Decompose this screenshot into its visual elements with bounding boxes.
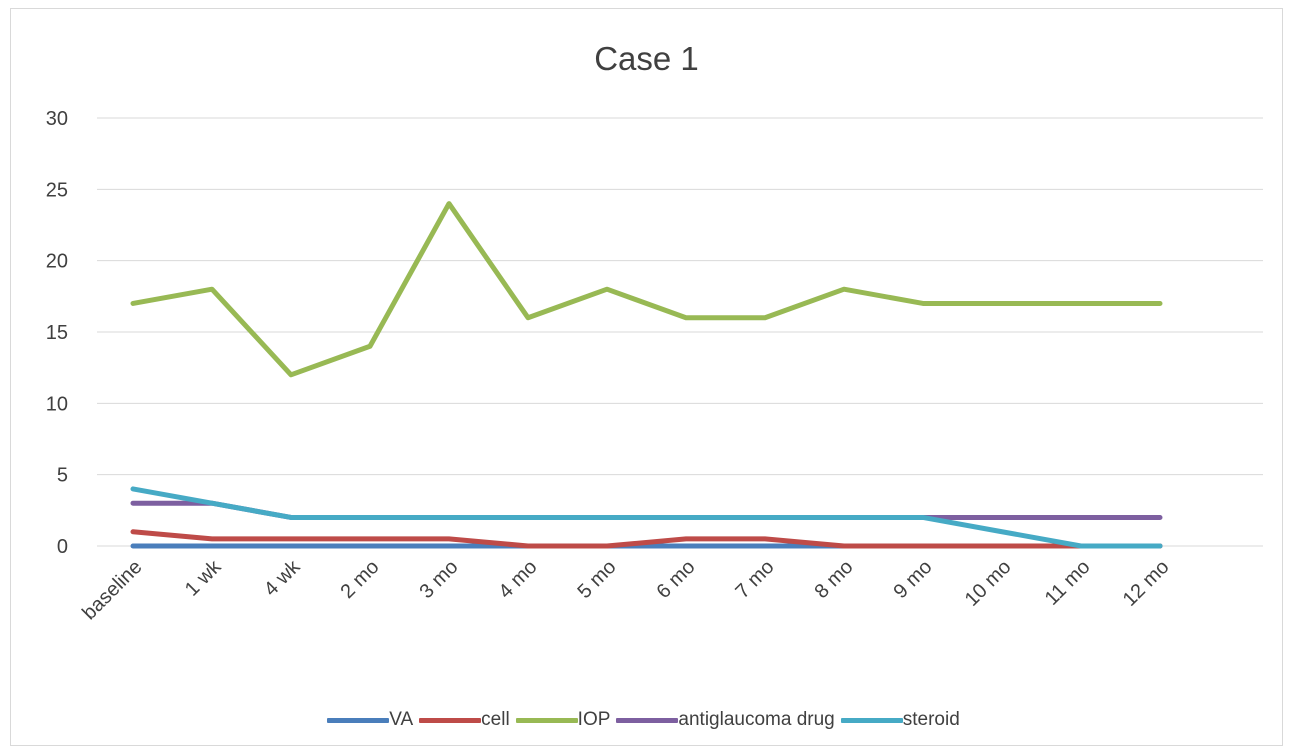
legend-item: antiglaucoma drug <box>616 709 835 731</box>
series-line-cell <box>130 529 1163 549</box>
x-tick-label: 11 mo <box>1041 556 1095 610</box>
x-tick-label: 5 mo <box>574 556 621 603</box>
legend-label: VA <box>389 709 414 730</box>
legend-swatch <box>327 717 390 723</box>
x-tick-label: 6 mo <box>653 556 700 603</box>
x-tick-label: 10 mo <box>961 556 1016 611</box>
x-tick-label: 12 mo <box>1119 556 1174 611</box>
y-tick-label: 10 <box>46 393 68 415</box>
legend-label: antiglaucoma drug <box>678 709 835 730</box>
y-tick-label: 25 <box>46 179 68 201</box>
x-tick-label: baseline <box>78 556 146 624</box>
legend-label: cell <box>481 709 510 730</box>
gridlines <box>97 117 1263 547</box>
legend-label: steroid <box>902 709 960 730</box>
x-tick-label: 4 wk <box>260 555 305 600</box>
chart-title: Case 1 <box>594 40 699 77</box>
legend-swatch <box>840 717 903 723</box>
legend: VA cell IOP antiglaucoma drug steroid <box>0 705 1293 735</box>
legend-item: IOP <box>515 709 611 731</box>
y-tick-labels: 0 5 10 15 20 25 30 <box>46 108 68 558</box>
y-tick-label: 30 <box>46 108 68 130</box>
y-tick-label: 0 <box>57 536 68 558</box>
series-line-steroid <box>130 486 1163 549</box>
x-tick-label: 1 wk <box>181 555 226 600</box>
x-tick-label: 4 mo <box>495 556 542 603</box>
y-tick-label: 5 <box>57 465 68 487</box>
legend-item: VA <box>327 709 413 731</box>
series-lines <box>130 201 1163 549</box>
x-tick-label: 9 mo <box>890 556 937 603</box>
chart-frame <box>10 8 1283 746</box>
legend-item: steroid <box>840 709 960 731</box>
legend-item: cell <box>419 709 510 731</box>
x-tick-label: 7 mo <box>732 556 779 603</box>
legend-label: IOP <box>577 709 611 730</box>
x-tick-labels: baseline 1 wk 4 wk 2 mo 3 mo 4 mo 5 mo 6 mo 7 mo… <box>78 555 1173 624</box>
series-line-iop <box>130 201 1163 378</box>
y-tick-label: 20 <box>46 251 68 273</box>
legend-swatch <box>515 717 578 723</box>
legend-swatch <box>419 717 482 723</box>
y-tick-label: 15 <box>46 322 68 344</box>
legend-swatch <box>616 717 679 723</box>
x-tick-label: 8 mo <box>811 556 858 603</box>
x-tick-label: 3 mo <box>416 556 463 603</box>
x-tick-label: 2 mo <box>337 556 384 603</box>
